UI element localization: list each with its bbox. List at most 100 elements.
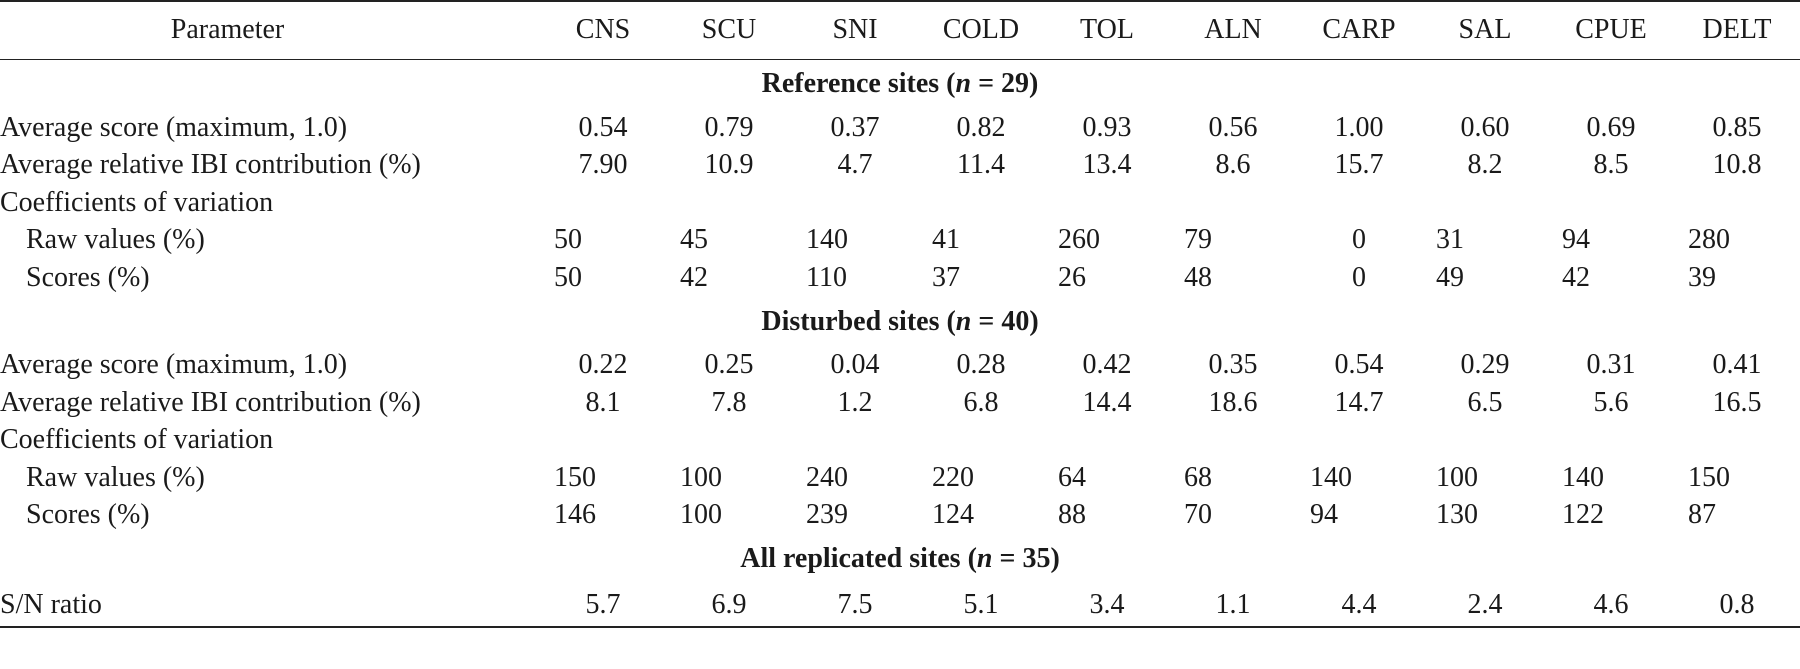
table-cell: 94 (1310, 499, 1338, 531)
table-cell: 240 (806, 461, 848, 493)
table-row: Average relative IBI contribution (%) 7.… (0, 147, 1800, 185)
table-cell: 94 (1562, 224, 1590, 256)
row-label: Scores (%) (26, 261, 150, 293)
row-label: Raw values (%) (26, 461, 205, 493)
table-cell: 6.9 (666, 584, 792, 628)
table-cell: 0.31 (1586, 349, 1636, 381)
row-label: Scores (%) (26, 499, 150, 531)
table-cell: 122 (1562, 499, 1604, 531)
section-heading-row: Reference sites (n = 29) (0, 59, 1800, 109)
column-header: CARP (1296, 0, 1422, 60)
table-cell: 7.90 (578, 149, 628, 181)
section-heading-row: All replicated sites (n = 35) (0, 534, 1800, 584)
table-cell: 0.79 (704, 111, 754, 143)
table-row: S/N ratio 5.7 6.9 7.5 5.1 3.4 1.1 4.4 2.… (0, 584, 1800, 628)
table-cell: 4.7 (837, 149, 873, 181)
column-header: SAL (1422, 0, 1548, 60)
section-title-variable: n (955, 68, 972, 100)
table-cell: 87 (1688, 499, 1716, 531)
column-header: COLD (918, 0, 1044, 60)
table-cell: 18.6 (1208, 386, 1258, 418)
table-cell: 15.7 (1334, 149, 1384, 181)
header-row: Parameter CNS SCU SNI COLD TOL ALN CARP … (0, 0, 1800, 60)
table-cell: 0.42 (1082, 349, 1132, 381)
table-cell: 8.2 (1467, 149, 1503, 181)
row-group-label: Coefficients of variation (0, 186, 274, 218)
table-cell: 1.00 (1334, 111, 1384, 143)
table-cell: 260 (1058, 224, 1100, 256)
table-cell: 0.41 (1712, 349, 1762, 381)
table-cell: 6.5 (1467, 386, 1503, 418)
table-cell: 140 (1562, 461, 1604, 493)
table-cell: 79 (1184, 224, 1212, 256)
table-cell: 7.8 (711, 386, 747, 418)
column-header: TOL (1044, 0, 1170, 60)
section-heading: Reference sites (n = 29) (0, 59, 1800, 109)
table-row: Coefficients of variation (0, 184, 1800, 222)
section-title-variable: n (955, 305, 972, 337)
column-header: CPUE (1548, 0, 1674, 60)
table-cell: 0.37 (830, 111, 880, 143)
table-cell: 0 (1352, 224, 1366, 256)
table-cell: 5.1 (918, 584, 1044, 628)
table-cell: 8.1 (585, 386, 621, 418)
column-header-parameter: Parameter (0, 0, 540, 60)
table-cell: 280 (1688, 224, 1730, 256)
table-cell: 70 (1184, 499, 1212, 531)
table-cell: 6.8 (963, 386, 999, 418)
table-cell: 100 (680, 499, 722, 531)
column-header: DELT (1674, 0, 1800, 60)
table-cell: 13.4 (1082, 149, 1132, 181)
table-body: Reference sites (n = 29) Average score (… (0, 59, 1800, 628)
table-cell: 88 (1058, 499, 1086, 531)
table-cell: 100 (680, 461, 722, 493)
table-cell: 0.28 (956, 349, 1006, 381)
table-cell: 42 (680, 261, 708, 293)
section-title-variable: n (976, 543, 993, 574)
table-cell: 140 (806, 224, 848, 256)
table-cell: 239 (806, 499, 848, 531)
section-title-suffix: = 40) (971, 305, 1039, 337)
table-cell: 0.54 (578, 111, 628, 143)
table-cell: 1.1 (1170, 584, 1296, 628)
section-heading-row: Disturbed sites (n = 40) (0, 297, 1800, 347)
table-cell: 0.25 (704, 349, 754, 381)
table-cell: 14.4 (1082, 386, 1132, 418)
table-cell: 1.2 (837, 386, 873, 418)
column-header: CNS (540, 0, 666, 60)
section-title-prefix: Reference sites ( (761, 68, 956, 100)
row-label: S/N ratio (0, 584, 540, 628)
metrics-table: Parameter CNS SCU SNI COLD TOL ALN CARP … (0, 0, 1800, 628)
table-cell: 150 (554, 461, 596, 493)
table-cell: 45 (680, 224, 708, 256)
table-header: Parameter CNS SCU SNI COLD TOL ALN CARP … (0, 0, 1800, 60)
table-cell: 41 (932, 224, 960, 256)
row-label: Average relative IBI contribution (%) (0, 149, 421, 181)
section-title-prefix: All replicated sites ( (740, 543, 977, 574)
table-row: Coefficients of variation (0, 422, 1800, 460)
table-cell: 110 (806, 261, 847, 293)
table-cell: 10.8 (1712, 149, 1762, 181)
table-cell: 0 (1352, 261, 1366, 293)
table-cell: 42 (1562, 261, 1590, 293)
table-cell: 100 (1436, 461, 1478, 493)
table-cell: 31 (1436, 224, 1464, 256)
table-cell: 37 (932, 261, 960, 293)
table-cell: 26 (1058, 261, 1086, 293)
table-cell: 68 (1184, 461, 1212, 493)
table-row: Average score (maximum, 1.0) 0.22 0.25 0… (0, 347, 1800, 385)
table-cell: 64 (1058, 461, 1086, 493)
table-cell: 50 (554, 261, 582, 293)
table-cell: 48 (1184, 261, 1212, 293)
table-cell: 3.4 (1044, 584, 1170, 628)
table-cell: 124 (932, 499, 974, 531)
table-cell: 4.6 (1548, 584, 1674, 628)
table-cell: 5.7 (540, 584, 666, 628)
section-title-suffix: = 29) (971, 68, 1039, 100)
table-row: Scores (%) 146 100 239 124 88 70 94 130 … (0, 497, 1800, 535)
column-header: ALN (1170, 0, 1296, 60)
table-row: Average score (maximum, 1.0) 0.54 0.79 0… (0, 109, 1800, 147)
table-cell: 8.6 (1215, 149, 1251, 181)
table-cell: 16.5 (1712, 386, 1762, 418)
